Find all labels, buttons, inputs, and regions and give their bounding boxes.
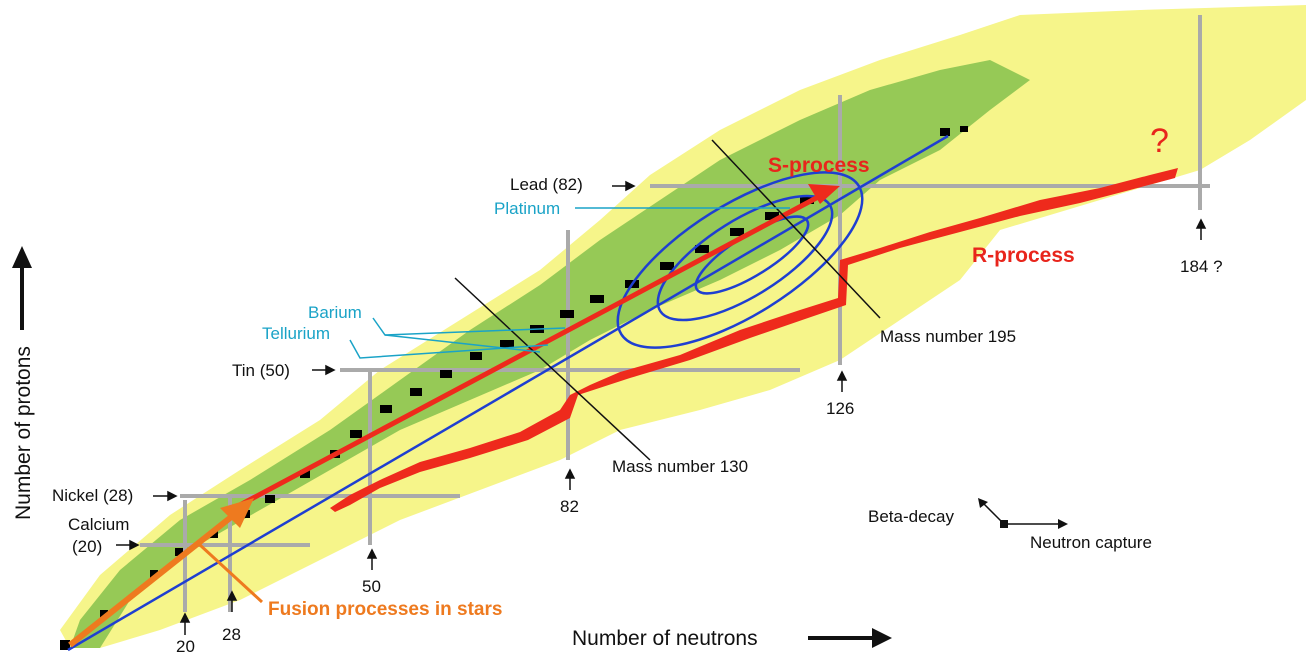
s-process-label: S-process: [768, 154, 870, 177]
x-axis-arrow: [808, 628, 892, 648]
neutron-magic-126: 126: [826, 399, 854, 418]
lead-label: Lead (82): [510, 175, 583, 194]
neutron-magic-50: 50: [362, 577, 381, 596]
y-axis-arrow: [12, 246, 32, 330]
x-axis-label: Number of neutrons: [572, 627, 758, 650]
mass-130-label: Mass number 130: [612, 457, 748, 476]
neutron-magic-28: 28: [222, 625, 241, 644]
neutron-magic-184: 184 ?: [1180, 257, 1223, 276]
platinum-label: Platinum: [494, 199, 560, 218]
neutron-magic-20: 20: [176, 637, 195, 655]
fusion-label: Fusion processes in stars: [268, 599, 502, 620]
nickel-label: Nickel (28): [52, 486, 133, 505]
tin-label: Tin (50): [232, 361, 290, 380]
calcium-label: Calcium: [68, 515, 129, 534]
beta-decay-label: Beta-decay: [868, 507, 954, 526]
barium-label: Barium: [308, 303, 362, 322]
r-process-label: R-process: [972, 244, 1075, 267]
neutron-magic-82: 82: [560, 497, 579, 516]
decay-legend: [978, 498, 1068, 529]
question-mark: ?: [1150, 122, 1169, 160]
calcium-number: (20): [72, 537, 102, 556]
neutron-capture-label: Neutron capture: [1030, 533, 1152, 552]
tellurium-label: Tellurium: [262, 324, 330, 343]
mass-195-label: Mass number 195: [880, 327, 1016, 346]
y-axis-label: Number of protons: [12, 346, 35, 520]
